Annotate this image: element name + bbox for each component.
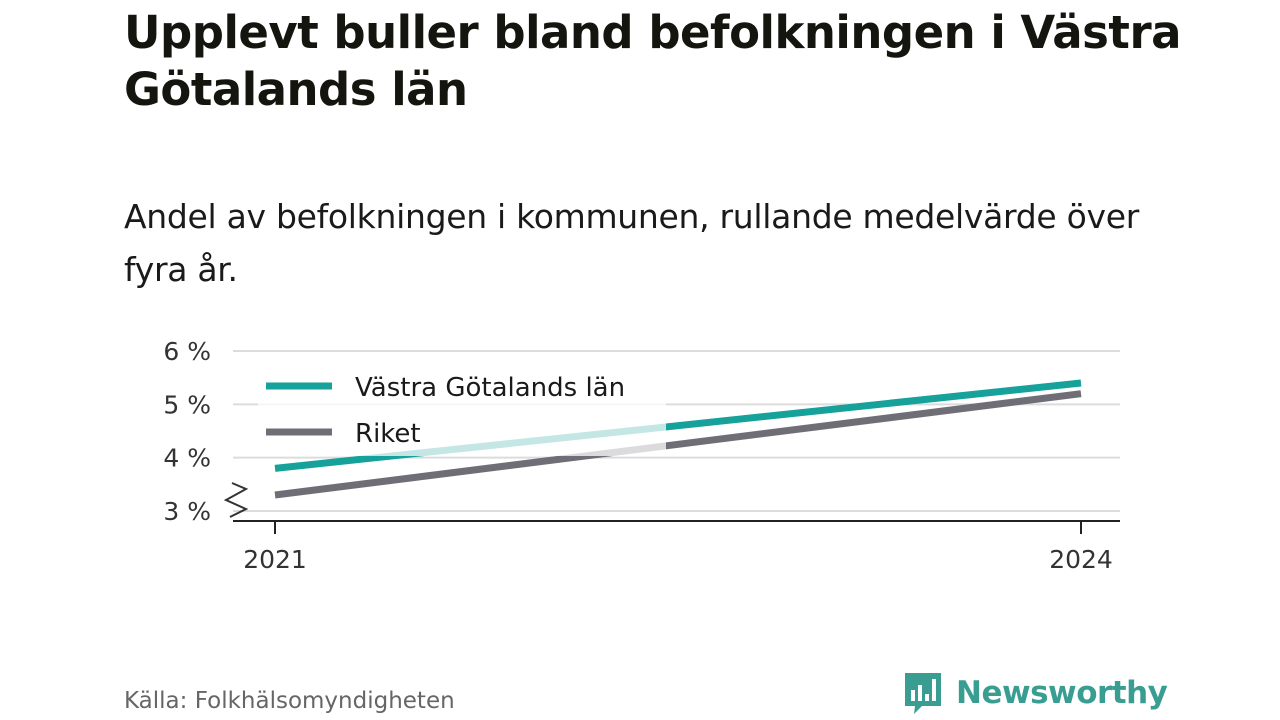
chart-title: Upplevt buller bland befolkningen i Väst… — [124, 6, 1182, 116]
legend-label-riket: Riket — [355, 419, 421, 449]
source-note: Källa: Folkhälsomyndigheten — [124, 688, 455, 714]
series-line-riket — [274, 390, 1082, 499]
y-tick-label: 6 % — [163, 337, 211, 366]
newsworthy-logo[interactable]: Newsworthy — [902, 670, 1168, 716]
x-tick-label: 2024 — [1049, 545, 1113, 574]
y-tick-label: 4 % — [163, 444, 211, 473]
legend-label-vastra-gotalands-lan: Västra Götalands län — [355, 373, 625, 403]
x-tick-label: 2021 — [243, 545, 307, 574]
y-tick-label: 5 % — [163, 390, 211, 419]
chart-subtitle: Andel av befolkningen i kommunen, rullan… — [124, 197, 1139, 289]
y-tick-label: 3 % — [163, 497, 211, 526]
legend-background — [258, 366, 666, 456]
y-axis-break — [223, 482, 249, 518]
brand-name: Newsworthy — [956, 675, 1168, 711]
bar-chart-bubble-icon — [905, 673, 941, 714]
y-tick-labels: 3 % 4 % 5 % 6 % — [163, 337, 211, 526]
x-ticks: 2021 2024 — [243, 521, 1113, 574]
